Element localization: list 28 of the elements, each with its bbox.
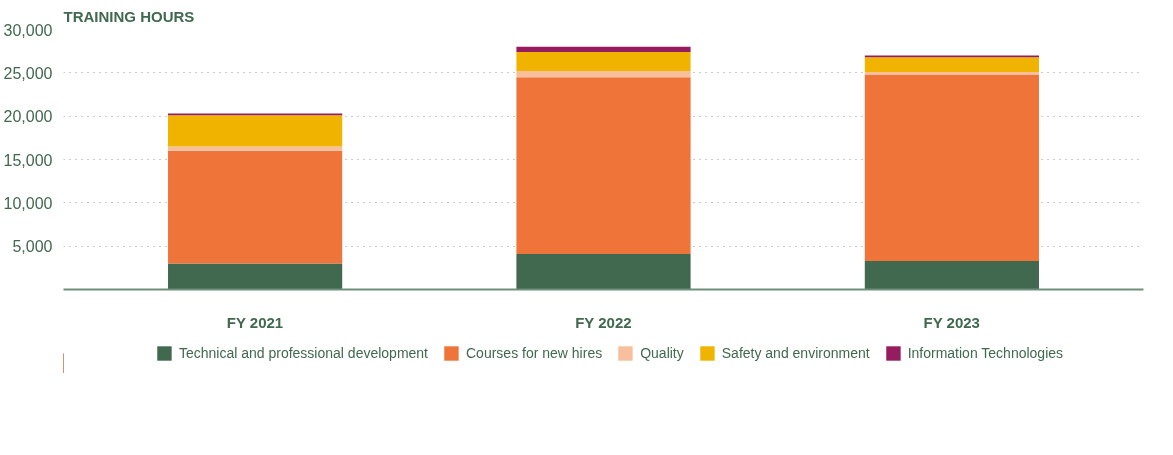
bar — [168, 115, 343, 147]
x-tick-label: FY 2021 — [226, 313, 284, 331]
y-tick-label: 20,000 — [3, 108, 53, 126]
x-tick-label: FY 2022 — [575, 313, 632, 331]
y-tick-label: 10,000 — [3, 194, 53, 212]
bar — [516, 77, 691, 254]
bar — [864, 260, 1039, 290]
x-tick-label: FY 2023 — [923, 313, 980, 331]
bar — [864, 71, 1039, 75]
bar — [168, 263, 343, 290]
bar — [864, 57, 1039, 72]
legend-label: Safety and environment — [721, 345, 870, 361]
legend-label: Courses for new hires — [466, 345, 603, 361]
y-tick-label: 25,000 — [3, 64, 53, 82]
y-tick-label: 5,000 — [12, 238, 53, 256]
bar — [516, 52, 691, 72]
bar — [168, 146, 343, 151]
y-tick-label: 15,000 — [3, 151, 53, 169]
legend-label: Technical and professional development — [178, 345, 429, 361]
chart-title: TRAINING HOURS — [63, 7, 195, 25]
legend-label: Information Technologies — [907, 345, 1064, 361]
bar — [168, 150, 343, 264]
bar — [516, 71, 691, 78]
bar — [516, 46, 691, 53]
bar — [516, 253, 691, 290]
bar — [864, 74, 1039, 261]
legend-label: Quality — [640, 345, 684, 361]
y-tick-label: 30,000 — [3, 21, 53, 39]
